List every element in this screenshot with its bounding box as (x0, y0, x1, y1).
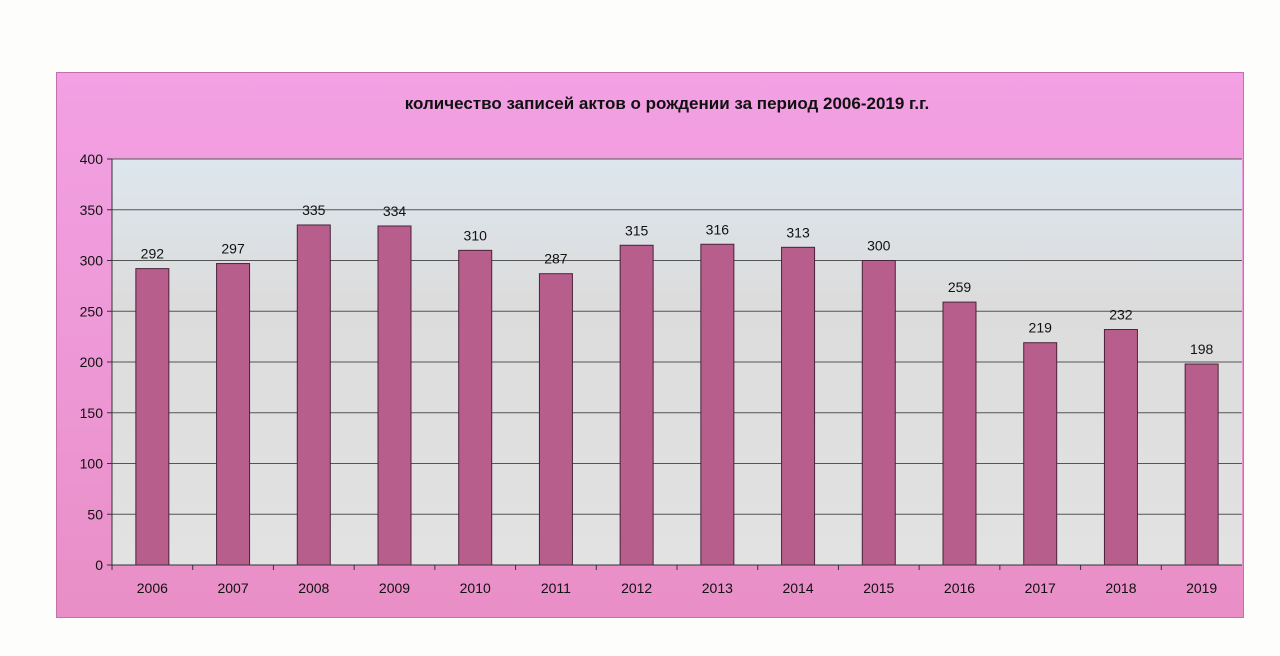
data-label-2016: 259 (948, 279, 972, 295)
data-label-2007: 297 (221, 241, 245, 257)
x-tick-label-2010: 2010 (460, 580, 491, 596)
y-tick-label: 50 (87, 506, 103, 522)
data-label-2011: 287 (544, 251, 568, 267)
x-tick-label-2018: 2018 (1105, 580, 1136, 596)
x-tick-label-2013: 2013 (702, 580, 733, 596)
y-tick-label: 200 (80, 354, 104, 370)
data-label-2009: 334 (383, 203, 407, 219)
bar-2016 (942, 301, 977, 566)
bar-2007 (216, 263, 251, 566)
data-label-2010: 310 (464, 227, 488, 243)
bar-2012 (619, 244, 654, 566)
y-tick-label: 300 (80, 253, 104, 269)
y-tick-label: 100 (80, 456, 104, 472)
y-tick-label: 400 (80, 151, 104, 167)
x-tick-label-2012: 2012 (621, 580, 652, 596)
x-tick-label-2009: 2009 (379, 580, 410, 596)
x-tick-label-2016: 2016 (944, 580, 975, 596)
bar-2010 (458, 249, 493, 566)
bar-2013 (700, 243, 735, 566)
x-tick-label-2017: 2017 (1025, 580, 1056, 596)
data-label-2019: 198 (1190, 341, 1214, 357)
bar-2015 (861, 260, 896, 566)
y-axis-ticks: 0 50 100 150 200 250 300 350 400 (80, 151, 112, 573)
x-axis-ticks: 2006 2007 2008 2009 2010 2011 2012 2013 2014 2015… (111, 565, 1217, 596)
bars (135, 224, 1219, 566)
x-tick-label-2008: 2008 (298, 580, 329, 596)
x-tick-label-2006: 2006 (137, 580, 168, 596)
x-tick-label-2014: 2014 (782, 580, 813, 596)
data-label-2017: 219 (1029, 320, 1053, 336)
data-label-2015: 300 (867, 238, 891, 254)
data-label-2014: 313 (786, 224, 810, 240)
bar-2009 (377, 225, 412, 566)
x-tick-label-2007: 2007 (217, 580, 248, 596)
data-labels: 292 297 335 334 310 287 315 316 313 300 259 219 232 1… (141, 202, 1214, 357)
data-label-2012: 315 (625, 222, 649, 238)
data-label-2008: 335 (302, 202, 326, 218)
y-tick-label: 0 (95, 557, 103, 573)
data-label-2006: 292 (141, 246, 165, 262)
chart-frame: количество записей актов о рождении за п… (56, 72, 1244, 618)
y-tick-label: 250 (80, 303, 104, 319)
bar-2017 (1023, 342, 1058, 566)
bar-2006 (135, 268, 170, 566)
data-label-2018: 232 (1109, 307, 1133, 323)
bar-2018 (1103, 329, 1138, 566)
x-tick-label-2019: 2019 (1186, 580, 1217, 596)
bar-2014 (781, 246, 816, 566)
y-tick-label: 350 (80, 202, 104, 218)
x-tick-label-2011: 2011 (541, 580, 571, 596)
bar-chart: количество записей актов о рождении за п… (80, 94, 1242, 596)
bar-2011 (538, 273, 573, 566)
data-label-2013: 316 (706, 221, 730, 237)
y-tick-label: 150 (80, 405, 104, 421)
bar-2008 (296, 224, 331, 566)
chart-title: количество записей актов о рождении за п… (405, 94, 930, 113)
x-tick-label-2015: 2015 (863, 580, 894, 596)
bar-2019 (1184, 363, 1219, 566)
